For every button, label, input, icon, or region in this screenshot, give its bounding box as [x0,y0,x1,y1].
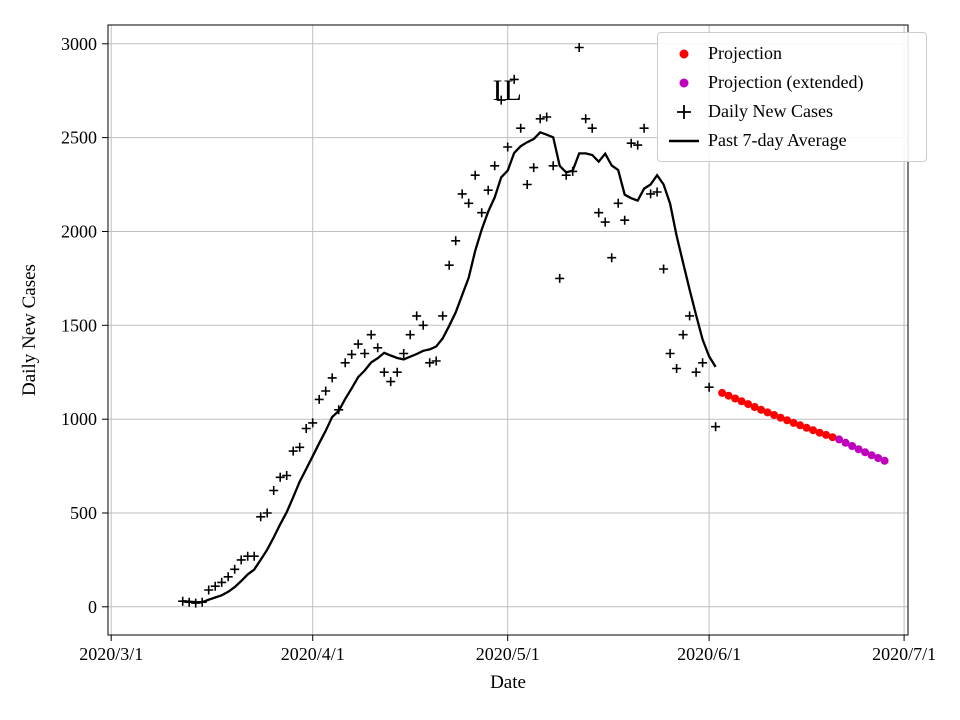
projection_extended-dot [867,451,876,460]
projection-dot [802,423,811,432]
projection-dot [822,430,831,439]
daily-new-cases-markers [178,43,721,608]
y-tick-label: 2500 [61,128,97,148]
y-tick-label: 500 [70,503,97,523]
y-tick-label: 3000 [61,34,97,54]
projection_extended-dot [854,445,863,454]
projection-dot [737,397,746,406]
projection-dot [809,426,818,435]
chart-title: IL [492,73,523,107]
projection_extended-dot [874,454,883,462]
legend-label: Daily New Cases [708,101,833,121]
projection-dot [815,428,824,437]
line-sample-icon [669,139,699,142]
projection-dot [828,433,837,442]
legend-item-past-7day-average: Past 7-day Average [666,126,918,155]
legend-item-projection: Projection [666,39,918,68]
x-tick-label: 2020/7/1 [872,644,936,664]
projection_extended-dot [861,448,870,457]
projection-dot [796,421,805,430]
projection_extended-dot [848,442,857,450]
legend-label: Projection [708,43,782,63]
x-tick-label: 2020/3/1 [79,644,143,664]
x-tick-label: 2020/4/1 [281,644,345,664]
projection-dot [763,408,772,417]
y-tick-label: 1000 [61,409,97,429]
y-tick-label: 2000 [61,222,97,242]
past-7day-average-line [182,130,717,604]
legend-label: Past 7-day Average [708,130,847,150]
projection-dot [731,394,740,403]
legend-item-projection-extended: Projection (extended) [666,68,918,97]
projection_extended-dot [835,435,844,444]
x-tick-label: 2020/6/1 [677,644,741,664]
projection-dot [776,413,785,422]
projection_extended-dot [880,456,889,465]
projection-dot [783,416,792,425]
x-axis-label: Date [490,672,526,693]
projection-dot [789,418,798,427]
red-dot-icon [679,49,689,58]
legend: Projection Projection (extended) Daily N… [657,32,927,162]
y-tick-label: 0 [88,597,97,617]
legend-item-daily-new-cases: Daily New Cases [666,97,918,126]
y-tick-label: 1500 [61,315,97,335]
plus-marker-icon [677,104,691,119]
x-tick-label: 2020/5/1 [476,644,540,664]
projection-dot [744,400,753,409]
legend-label: Projection (extended) [708,72,864,92]
projection-dot [750,403,759,411]
projection-dot [718,388,727,397]
y-axis-label: Daily New Cases [19,264,40,396]
projection_extended-dot [841,438,850,447]
projection-dot [757,405,766,414]
magenta-dot-icon [679,78,689,87]
projection-dot [724,391,733,400]
projection-dot [770,411,779,419]
